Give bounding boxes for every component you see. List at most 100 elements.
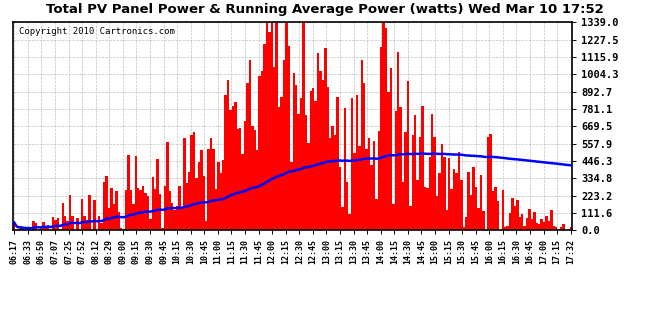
Bar [344,108,346,230]
Bar [112,204,115,230]
Bar [55,220,57,230]
Bar [93,200,96,230]
Bar [482,212,484,230]
Bar [210,138,213,230]
Bar [528,209,530,230]
Bar [32,221,35,230]
Bar [270,22,273,230]
Bar [502,190,504,230]
Bar [181,208,183,230]
Bar [147,196,149,230]
Bar [118,212,120,230]
Bar [319,71,322,230]
Bar [526,218,528,230]
Bar [83,216,86,230]
Bar [443,157,446,230]
Bar [538,224,540,230]
Bar [346,182,348,230]
Bar [241,154,244,230]
Bar [424,187,426,230]
Bar [536,223,538,230]
Bar [545,216,548,230]
Bar [450,189,453,230]
Bar [111,188,112,230]
Bar [514,206,516,230]
Bar [280,97,283,230]
Bar [254,130,256,230]
Bar [509,213,512,230]
Bar [363,83,365,230]
Bar [300,98,302,230]
Bar [315,101,317,230]
Bar [25,228,27,230]
Bar [390,68,392,230]
Bar [307,143,309,230]
Bar [144,193,147,230]
Bar [356,95,358,230]
Bar [76,218,79,230]
Bar [387,92,390,230]
Bar [217,162,220,230]
Bar [421,106,424,230]
Bar [263,44,266,230]
Bar [480,175,482,230]
Bar [127,155,129,230]
Bar [348,214,351,230]
Bar [137,188,139,230]
Bar [368,138,370,230]
Bar [489,134,492,230]
Bar [283,60,285,230]
Bar [244,121,246,230]
Bar [339,167,341,230]
Bar [521,214,523,230]
Bar [135,156,137,230]
Bar [436,196,438,230]
Text: Copyright 2010 Cartronics.com: Copyright 2010 Cartronics.com [19,27,174,36]
Bar [465,217,467,230]
Bar [224,95,227,230]
Bar [205,221,207,230]
Bar [266,22,268,230]
Bar [543,222,545,230]
Bar [365,148,368,230]
Bar [516,200,519,230]
Bar [72,216,73,230]
Bar [494,188,497,230]
Bar [292,73,295,230]
Bar [317,53,319,230]
Bar [305,115,307,230]
Bar [193,132,195,230]
Bar [268,32,270,230]
Bar [222,160,224,230]
Bar [142,186,144,230]
Bar [40,227,42,230]
Bar [256,150,259,230]
Bar [453,169,456,230]
Bar [336,97,339,230]
Bar [237,129,239,230]
Bar [506,226,509,230]
Bar [203,176,205,230]
Bar [385,28,387,230]
Bar [276,22,278,230]
Bar [358,146,361,230]
Bar [232,106,234,230]
Bar [324,48,326,230]
Bar [288,46,290,230]
Bar [530,219,533,230]
Bar [329,139,332,230]
Bar [395,111,397,230]
Bar [183,138,185,230]
Bar [161,228,164,230]
Bar [414,115,417,230]
Bar [473,167,474,230]
Bar [407,81,409,230]
Bar [13,222,16,230]
Bar [108,208,111,230]
Bar [185,183,188,230]
Bar [178,186,181,230]
Bar [47,225,49,230]
Bar [227,80,229,230]
Bar [174,210,176,230]
Bar [382,22,385,230]
